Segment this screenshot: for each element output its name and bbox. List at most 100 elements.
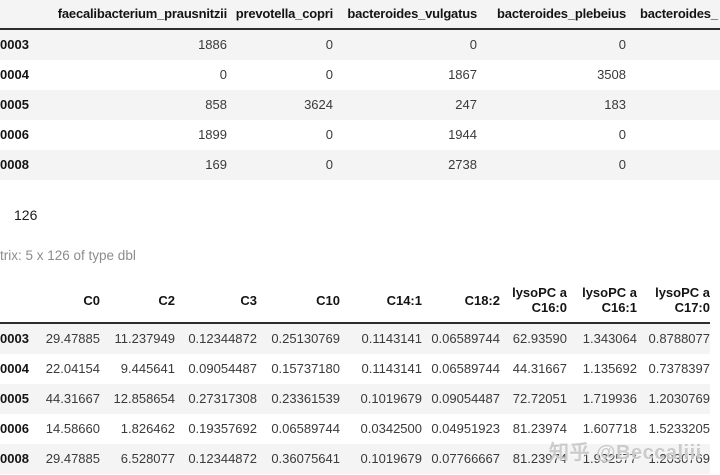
- table-cell: 1.343064: [582, 331, 637, 346]
- table-cell: 1899: [198, 127, 227, 142]
- table-cell: 0.06589744: [431, 361, 500, 376]
- table-cell: 0.1143141: [361, 331, 423, 346]
- table-cell: 2738: [448, 157, 477, 172]
- table-cell: 0.25130769: [271, 331, 340, 346]
- table-cell: [626, 90, 720, 120]
- row-label: 0004: [0, 361, 29, 376]
- table-cell: 1.2030769: [648, 391, 710, 406]
- column-header-truncated: bacteroides_: [626, 0, 720, 30]
- column-header: lysoPC a C16:1: [567, 278, 637, 324]
- column-header: C3: [175, 278, 257, 324]
- table-row: 0006 1899 0 1944 0: [0, 120, 720, 150]
- table-cell: 3624: [304, 97, 333, 112]
- column-header: faecalibacterium_prausnitzii: [40, 0, 227, 30]
- table-cell: 858: [205, 97, 227, 112]
- table-row: 0008 169 0 2738 0: [0, 150, 720, 180]
- row-label: 0003: [0, 331, 29, 346]
- table-cell: 0.07766667: [431, 451, 500, 466]
- row-label: 0006: [0, 421, 29, 436]
- table-cell: 0.23361539: [271, 391, 340, 406]
- metabolite-table: C0 C2 C3 C10 C14:1 C18:2 lysoPC a C16:0 …: [0, 278, 710, 474]
- table-row: 0003 1886 0 0 0: [0, 29, 720, 60]
- table-cell: 29.47885: [45, 331, 100, 346]
- table-cell: 0.09054487: [188, 361, 257, 376]
- table-cell: 0.1143141: [361, 361, 423, 376]
- table-cell: 0.1019679: [360, 391, 422, 406]
- column-header: prevotella_copri: [227, 0, 333, 30]
- table-cell: 1.719936: [582, 391, 637, 406]
- console-count-value: 126: [14, 207, 38, 223]
- row-name-header: [0, 0, 40, 30]
- row-label: 0008: [0, 451, 29, 466]
- table-cell: 44.31667: [512, 361, 567, 376]
- column-header: lysoPC a C16:0: [500, 278, 567, 324]
- table-cell: 6.528077: [120, 451, 175, 466]
- column-header: C10: [257, 278, 340, 324]
- bacteria-table-header: faecalibacterium_prausnitzii prevotella_…: [0, 0, 720, 30]
- table-row: 0004 22.04154 9.445641 0.09054487 0.1573…: [0, 354, 710, 384]
- table-cell: 0.36075641: [271, 451, 340, 466]
- table-cell: 0.7378397: [648, 361, 710, 376]
- table-cell: 1.135692: [582, 361, 637, 376]
- table-cell: 1.2030769: [648, 451, 710, 466]
- header-row: C0 C2 C3 C10 C14:1 C18:2 lysoPC a C16:0 …: [0, 278, 710, 324]
- table-cell: 0: [219, 67, 227, 82]
- table-cell: 1886: [198, 37, 227, 52]
- column-header: bacteroides_vulgatus: [333, 0, 477, 30]
- row-label: 0005: [0, 391, 29, 406]
- table-cell: 1867: [448, 67, 477, 82]
- table-cell: [626, 120, 720, 150]
- table-cell: 1944: [448, 127, 477, 142]
- table-cell: 1.932577: [582, 451, 637, 466]
- table-cell: 247: [455, 97, 477, 112]
- table-cell: 11.237949: [114, 331, 176, 346]
- table-cell: 72.72051: [512, 391, 567, 406]
- console-matrix-info: trix: 5 x 126 of type dbl: [0, 248, 136, 263]
- column-header: C2: [100, 278, 175, 324]
- table-cell: 0.15737180: [271, 361, 340, 376]
- table-cell: [626, 60, 720, 90]
- metabolite-table-header: C0 C2 C3 C10 C14:1 C18:2 lysoPC a C16:0 …: [0, 278, 710, 324]
- table-cell: 62.93590: [512, 331, 567, 346]
- table-row: 0005 44.31667 12.858654 0.27317308 0.233…: [0, 384, 710, 414]
- table-cell: 169: [205, 157, 227, 172]
- table-row: 0005 858 3624 247 183: [0, 90, 720, 120]
- table-cell: 0: [325, 37, 333, 52]
- table-cell: 14.58660: [45, 421, 100, 436]
- table-cell: 0.06589744: [271, 421, 340, 436]
- row-label: 0005: [0, 97, 29, 112]
- table-cell: 81.23974: [512, 421, 567, 436]
- header-row: faecalibacterium_prausnitzii prevotella_…: [0, 0, 720, 30]
- table-cell: 0.0342500: [360, 421, 422, 436]
- table-cell: 0.8788077: [648, 331, 710, 346]
- table-row: 0006 14.58660 1.826462 0.19357692 0.0658…: [0, 414, 710, 444]
- table-row: 0003 29.47885 11.237949 0.12344872 0.251…: [0, 323, 710, 354]
- bacteria-counts-table: faecalibacterium_prausnitzii prevotella_…: [0, 0, 720, 180]
- table-cell: 12.858654: [113, 391, 175, 406]
- table-cell: 1.5233205: [648, 421, 710, 436]
- table-cell: 0.19357692: [188, 421, 257, 436]
- table-cell: 0.1019679: [360, 451, 422, 466]
- table-cell: [626, 150, 720, 180]
- table-cell: 1.826462: [120, 421, 175, 436]
- row-label: 0004: [0, 67, 29, 82]
- table-cell: 0.09054487: [431, 391, 500, 406]
- column-header: C0: [40, 278, 100, 324]
- row-label: 0006: [0, 127, 29, 142]
- table-cell: 22.04154: [45, 361, 100, 376]
- table-cell: 183: [604, 97, 626, 112]
- table-cell: 0: [325, 157, 333, 172]
- row-label: 0008: [0, 157, 29, 172]
- table-cell: 0: [469, 37, 477, 52]
- table-cell: 0: [325, 127, 333, 142]
- table-cell: 0.27317308: [188, 391, 257, 406]
- table-cell: 3508: [597, 67, 626, 82]
- column-header: lysoPC a C17:0: [637, 278, 710, 324]
- table-cell: 29.47885: [45, 451, 100, 466]
- table-cell: 44.31667: [45, 391, 100, 406]
- row-name-header: [0, 278, 40, 324]
- table-cell: 0: [618, 157, 626, 172]
- table-cell: 0: [325, 67, 333, 82]
- column-header: bacteroides_plebeius: [477, 0, 626, 30]
- table-cell: 1.607718: [582, 421, 637, 436]
